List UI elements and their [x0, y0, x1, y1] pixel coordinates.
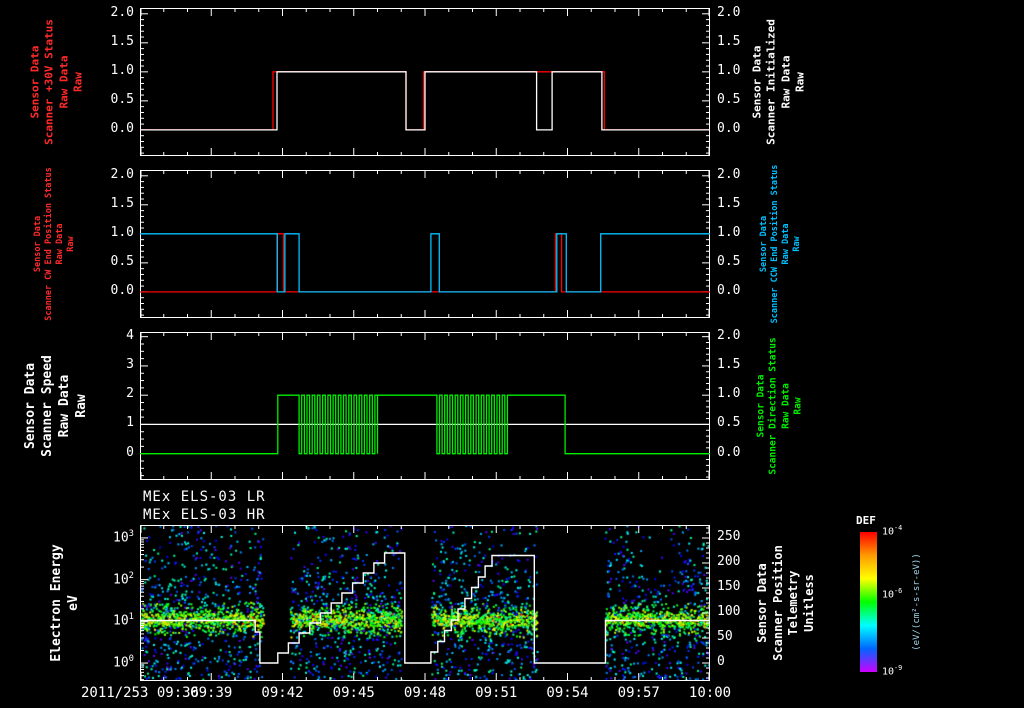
- y-axis-tick-label: 100: [717, 604, 741, 619]
- y-axis-tick-label: 1.5: [110, 195, 134, 211]
- y-axis-tick-label: 3: [126, 356, 134, 372]
- y-axis-tick-label: 0.0: [110, 282, 134, 298]
- time-axis-tick-label: 09:39: [190, 685, 233, 701]
- time-axis-tick-label: 09:57: [617, 685, 660, 701]
- series-line: [140, 394, 710, 455]
- y-axis-tick-label: 2.0: [717, 166, 741, 182]
- y-axis-tick-label: 102: [113, 570, 134, 587]
- y-axis-tick-label: 50: [717, 629, 733, 644]
- time-axis-tick-label: 09:45: [332, 685, 375, 701]
- y-axis-tick-label: 1.0: [717, 224, 741, 240]
- series-line: [140, 71, 710, 131]
- series-line: [140, 233, 710, 293]
- panel3-right-axis-label: Sensor Data Scanner Direction Status Raw D…: [755, 337, 804, 475]
- panel2-right-axis-label: Sensor Data Scanner CCW End Position Stat…: [758, 164, 803, 324]
- y-axis-tick-label: 2.0: [717, 327, 741, 343]
- y-axis-tick-label: 1.0: [110, 62, 134, 78]
- time-axis-tick-label: 09:51: [475, 685, 518, 701]
- spectrogram-canvas: [140, 525, 710, 681]
- y-axis-tick-label: 1.5: [717, 356, 741, 372]
- y-axis-tick-label: 0: [126, 444, 134, 460]
- y-axis-tick-label: 4: [126, 327, 134, 343]
- y-axis-tick-label: 150: [717, 579, 741, 594]
- scanner-30v-initialized-plot: [140, 8, 710, 156]
- y-axis-tick-label: 1: [126, 415, 134, 431]
- scanner-position-line: [140, 552, 710, 664]
- scanner-speed-direction-panel: [140, 332, 710, 480]
- y-axis-tick-label: 0.5: [717, 91, 741, 107]
- y-axis-tick-label: 2.0: [110, 166, 134, 182]
- els-electron-spectrogram-plot: [140, 525, 710, 681]
- panel3-left-axis-label: Sensor Data Scanner Speed Raw Data Raw: [23, 355, 89, 457]
- y-axis-tick-label: 1.5: [110, 33, 134, 49]
- time-axis-tick-label: 10:00: [688, 685, 732, 701]
- scanner-end-position-status-plot: [140, 170, 710, 318]
- colorbar-tick-label: 10-6: [882, 587, 903, 601]
- scanner-end-position-panel: [140, 170, 710, 318]
- y-axis-tick-label: 100: [113, 654, 134, 671]
- time-axis-tick-label: 09:48: [403, 685, 447, 701]
- panel2-left-axis-label: Sensor Data Scanner CW End Position Statu…: [32, 167, 77, 321]
- y-axis-tick-label: 0.5: [717, 253, 741, 269]
- time-axis-tick-label: 09:42: [261, 685, 304, 701]
- y-axis-tick-label: 0.5: [717, 415, 741, 431]
- y-axis-tick-label: 1.0: [717, 62, 741, 78]
- y-axis-tick-label: 1.5: [717, 195, 741, 211]
- colorbar-units-label: (eV/(cm²-s-sr-eV)): [912, 553, 922, 651]
- panel1-left-axis-label: Sensor Data Scanner +30V Status Raw Data Ra…: [28, 19, 85, 145]
- panel4-right-axis-label: Sensor Data Scanner Position Telemetry Unit…: [754, 545, 816, 661]
- y-axis-tick-label: 200: [717, 554, 741, 569]
- y-axis-tick-label: 0.0: [717, 120, 741, 136]
- y-axis-tick-label: 0.5: [110, 253, 134, 269]
- colorbar-title: DEF: [856, 514, 876, 527]
- y-axis-tick-label: 250: [717, 529, 741, 544]
- scanner-speed-direction-plot: [140, 332, 710, 480]
- y-axis-tick-label: 103: [113, 528, 134, 546]
- y-axis-tick-label: 2.0: [110, 4, 134, 20]
- y-axis-tick-label: 0.0: [717, 444, 741, 460]
- y-axis-tick-label: 0.0: [110, 120, 134, 136]
- y-axis-tick-label: 101: [113, 612, 134, 629]
- y-axis-tick-label: 1.0: [110, 224, 134, 240]
- y-axis-tick-label: 1.0: [717, 386, 741, 402]
- y-axis-tick-label: 0.0: [717, 282, 741, 298]
- plot-title-lr: MEx ELS-03 LR: [143, 489, 266, 505]
- y-axis-tick-label: 0: [717, 654, 725, 669]
- scanner-30v-status-panel: [140, 8, 710, 156]
- y-axis-tick-label: 0.5: [110, 91, 134, 107]
- time-axis-tick-label: 09:54: [546, 685, 589, 701]
- plot-title-hr: MEx ELS-03 HR: [143, 507, 266, 523]
- y-axis-tick-label: 1.5: [717, 33, 741, 49]
- y-axis-tick-label: 2: [126, 386, 134, 402]
- colorbar-tick-label: 10-4: [882, 524, 903, 538]
- panel1-right-axis-label: Sensor Data Scanner Initialized Raw Data Ra…: [750, 19, 807, 145]
- electron-spectrogram-panel: [140, 525, 710, 681]
- panel4-left-axis-label: Electron Energy eV: [49, 544, 81, 662]
- colorbar-tick-label: 10-9: [882, 664, 903, 678]
- time-axis-tick-label: 2011/253 09:36: [80, 685, 199, 701]
- y-axis-tick-label: 2.0: [717, 4, 741, 20]
- colorbar-gradient: [860, 532, 877, 672]
